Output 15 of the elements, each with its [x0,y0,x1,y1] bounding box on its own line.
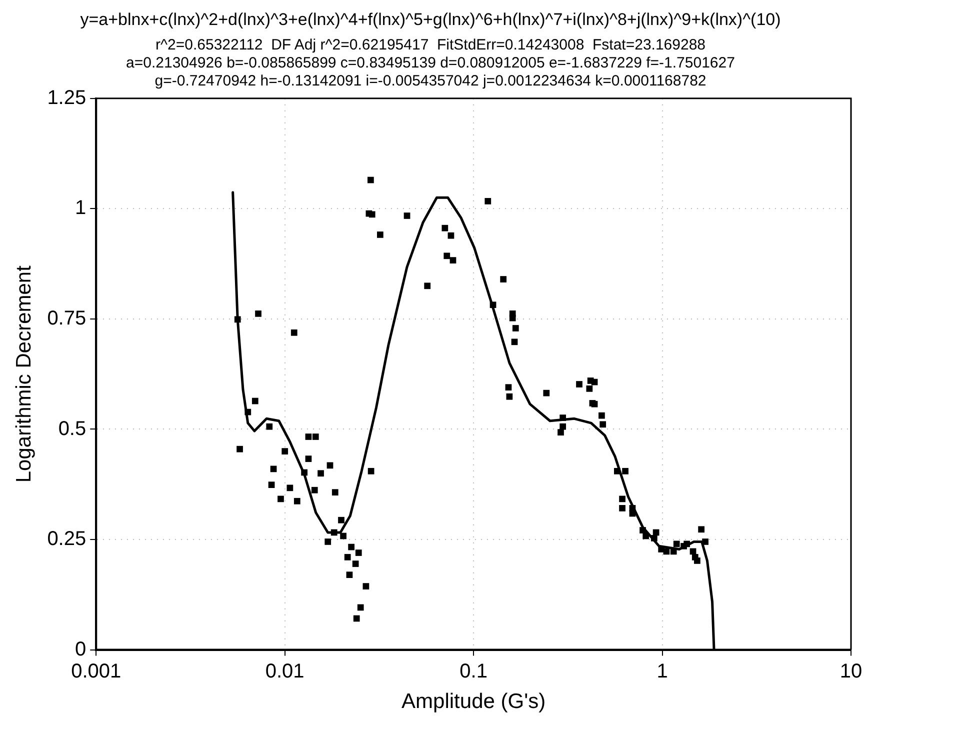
y-tick-label: 0 [75,638,86,660]
y-tick-label: 0.75 [47,307,86,330]
chart-title: y=a+blnx+c(lnx)^2+d(lnx)^3+e(lnx)^4+f(lnx)^5+g(lnx)^6+h(lnx)^7+i(lnx)^8+j(lnx)^9+k(lnx)^(10) [80,10,781,29]
y-axis-title: Logarithmic Decrement [12,265,36,483]
y-tick-label: 0.5 [58,418,86,440]
y-tick-label: 0.25 [47,528,86,550]
x-tick-label: 0.01 [265,660,304,682]
x-tick-label: 0.1 [460,660,488,682]
x-tick-label: 0.001 [71,660,122,682]
chart-subtitle: r^2=0.65322112 DF Adj r^2=0.62195417 FitStdErr=0.14243008 Fstat=23.169288 a=0.21304926 b=-0.085865899 c=0.83495139 d=0.080912005 e=-1.6837229 f=-1.7501627 g=-0.72470942 h=-0.13142091 i=-0.0054357042 j=0.0012234634 k=0.0001168782 [126,36,735,90]
y-tick-label: 1 [75,197,86,220]
x-axis-title: Amplitude (G's) [402,690,546,714]
x-tick-label: 10 [840,660,862,682]
x-tick-label: 1 [656,660,668,682]
y-tick-label: 1.25 [47,86,86,109]
